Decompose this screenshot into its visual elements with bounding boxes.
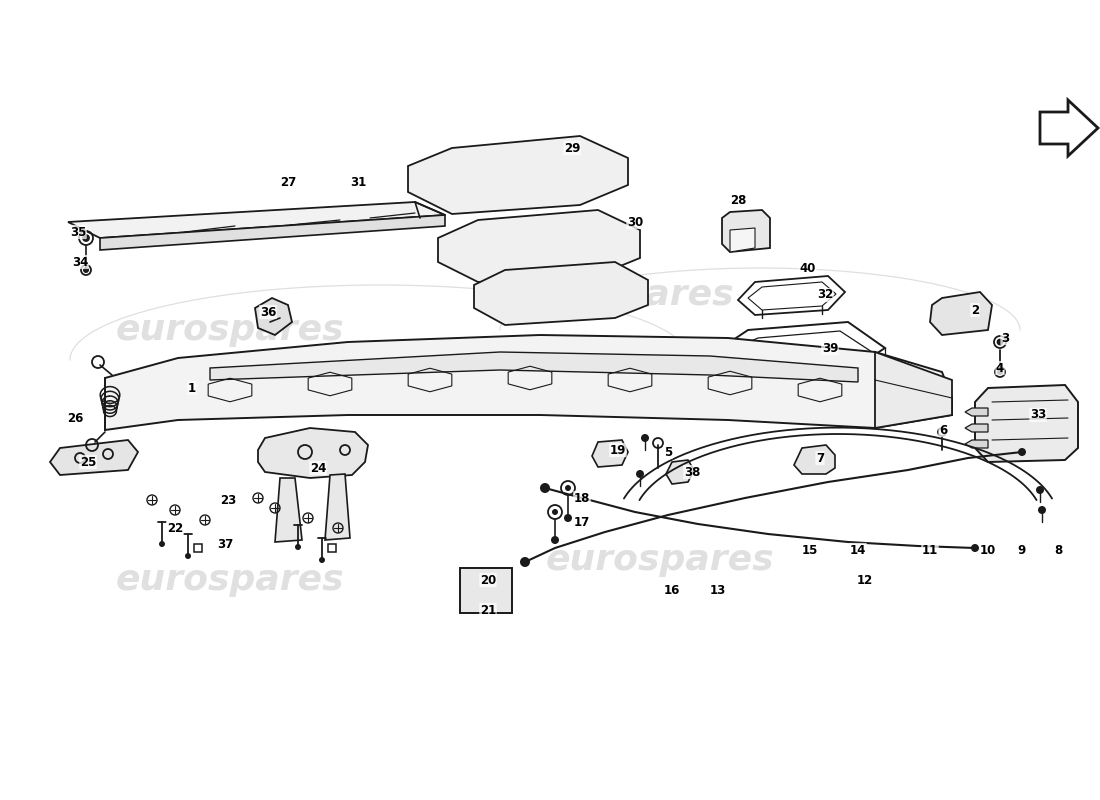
Text: 13: 13 (710, 583, 726, 597)
Text: 8: 8 (1054, 543, 1063, 557)
Polygon shape (930, 292, 992, 335)
Text: 40: 40 (800, 262, 816, 274)
Text: 26: 26 (67, 411, 84, 425)
Text: 30: 30 (627, 215, 644, 229)
Text: 14: 14 (850, 543, 866, 557)
Polygon shape (965, 440, 988, 448)
Polygon shape (666, 460, 694, 484)
Text: 24: 24 (310, 462, 327, 474)
Text: 27: 27 (279, 175, 296, 189)
Text: 35: 35 (69, 226, 86, 238)
Circle shape (540, 483, 550, 493)
Text: 7: 7 (816, 451, 824, 465)
Circle shape (971, 544, 979, 552)
Polygon shape (275, 478, 302, 542)
Text: eurospares: eurospares (506, 278, 735, 312)
Text: 6: 6 (939, 423, 947, 437)
Text: 32: 32 (817, 289, 833, 302)
Polygon shape (255, 298, 292, 335)
Text: 22: 22 (167, 522, 183, 534)
Circle shape (82, 235, 89, 241)
Polygon shape (50, 440, 138, 475)
Text: 39: 39 (822, 342, 838, 354)
Text: 21: 21 (480, 603, 496, 617)
Polygon shape (210, 352, 858, 382)
Text: 28: 28 (729, 194, 746, 206)
Polygon shape (592, 440, 628, 467)
Polygon shape (324, 474, 350, 540)
Circle shape (564, 514, 572, 522)
Bar (194, 544, 202, 552)
Text: 20: 20 (480, 574, 496, 586)
Polygon shape (965, 408, 988, 416)
Text: 29: 29 (564, 142, 580, 154)
Circle shape (160, 541, 165, 547)
Polygon shape (258, 428, 369, 478)
Text: 37: 37 (217, 538, 233, 551)
Text: 17: 17 (574, 515, 590, 529)
Circle shape (565, 485, 571, 491)
Text: 11: 11 (922, 543, 938, 557)
Text: 38: 38 (684, 466, 701, 478)
Text: 18: 18 (574, 491, 591, 505)
Circle shape (1038, 506, 1046, 514)
Text: 23: 23 (220, 494, 236, 506)
Circle shape (641, 434, 649, 442)
Polygon shape (408, 136, 628, 214)
Circle shape (295, 544, 301, 550)
Polygon shape (730, 228, 755, 252)
Text: 5: 5 (664, 446, 672, 458)
Text: eurospares: eurospares (546, 543, 774, 577)
Text: 31: 31 (350, 175, 366, 189)
Polygon shape (438, 210, 640, 282)
Polygon shape (100, 215, 446, 250)
Polygon shape (68, 202, 446, 238)
Text: 2: 2 (971, 303, 979, 317)
Circle shape (998, 339, 1002, 345)
Text: 10: 10 (980, 543, 997, 557)
Polygon shape (975, 385, 1078, 462)
Text: 25: 25 (80, 455, 96, 469)
Text: 33: 33 (1030, 409, 1046, 422)
Bar (328, 544, 336, 552)
Circle shape (636, 470, 644, 478)
Text: 1: 1 (188, 382, 196, 394)
Circle shape (520, 557, 530, 567)
Polygon shape (794, 445, 835, 474)
Circle shape (185, 553, 191, 559)
Text: 34: 34 (72, 255, 88, 269)
Text: 12: 12 (857, 574, 873, 586)
Circle shape (319, 557, 324, 563)
Text: 16: 16 (663, 583, 680, 597)
Polygon shape (722, 210, 770, 252)
Text: 36: 36 (260, 306, 276, 318)
Circle shape (1036, 486, 1044, 494)
Text: eurospares: eurospares (116, 563, 344, 597)
Text: 19: 19 (609, 443, 626, 457)
Circle shape (552, 509, 558, 515)
Circle shape (551, 536, 559, 544)
Bar (460, 568, 512, 613)
Polygon shape (965, 424, 988, 432)
Text: 4: 4 (996, 362, 1004, 374)
Circle shape (997, 369, 1003, 375)
Text: 9: 9 (1018, 543, 1026, 557)
Polygon shape (874, 352, 952, 428)
Text: 3: 3 (1001, 331, 1009, 345)
Text: 15: 15 (802, 543, 818, 557)
Text: eurospares: eurospares (116, 313, 344, 347)
Circle shape (82, 267, 89, 273)
Polygon shape (474, 262, 648, 325)
Polygon shape (104, 335, 952, 430)
Circle shape (1018, 448, 1026, 456)
